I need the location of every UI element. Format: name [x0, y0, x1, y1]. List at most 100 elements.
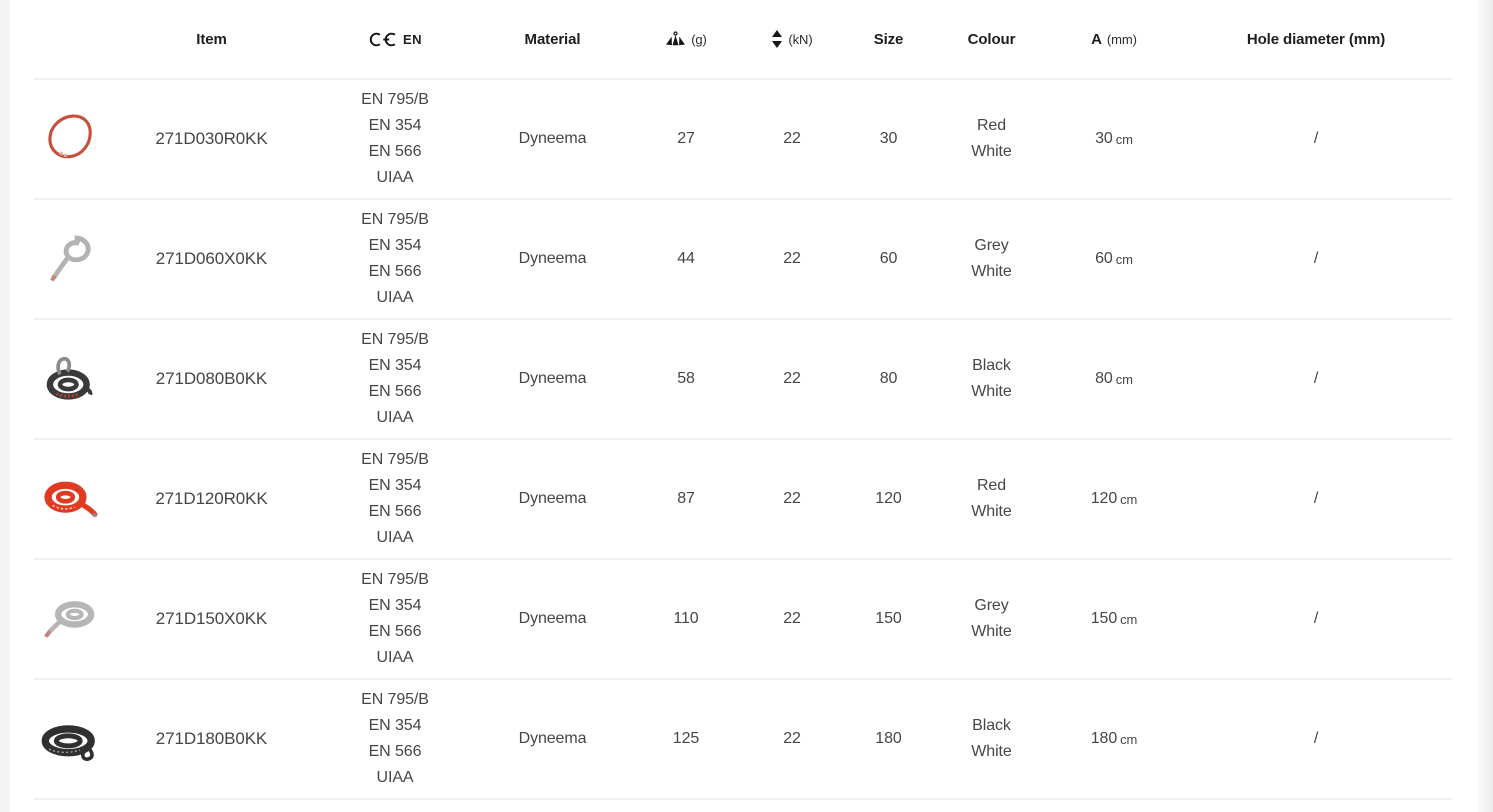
- weight-value: 58: [677, 370, 695, 387]
- hole-diameter-value: /: [1313, 610, 1319, 627]
- size-value: 120: [875, 490, 902, 507]
- ce-en-label: EN: [402, 31, 423, 47]
- certification-line: EN 354: [368, 477, 422, 494]
- hole-diameter-value: /: [1313, 730, 1319, 747]
- a-dimension-value: 150 cm: [1090, 610, 1138, 627]
- certification-line: EN 566: [368, 503, 422, 520]
- certification-line: EN 566: [368, 743, 422, 760]
- ce-mark-icon: [368, 32, 398, 47]
- weight-value: 27: [677, 130, 695, 147]
- weight-unit-label: (g): [691, 31, 707, 47]
- certification-line: EN 795/B: [361, 211, 429, 228]
- strength-unit-label: (kN): [788, 31, 813, 47]
- certification-line: EN 566: [368, 623, 422, 640]
- colour-line: Red: [976, 117, 1007, 134]
- certification-line: EN 795/B: [361, 91, 429, 108]
- a-dimension-value: 30 cm: [1095, 130, 1133, 147]
- left-page-edge: [0, 0, 10, 812]
- a-dimension-value: 180 cm: [1090, 730, 1138, 747]
- certification-line: EN 795/B: [361, 451, 429, 468]
- certifications: EN 795/B EN 354 EN 566 UIAA: [315, 200, 475, 318]
- item-code: 271D120R0KK: [155, 489, 268, 508]
- material-value: Dyneema: [518, 610, 587, 627]
- colour-line: Grey: [974, 597, 1009, 614]
- certification-line: EN 566: [368, 263, 422, 280]
- strength-value: 22: [783, 250, 801, 267]
- colour-value: Grey White: [935, 560, 1048, 678]
- product-image: [38, 346, 104, 412]
- material-value: Dyneema: [518, 370, 587, 387]
- colour-line: White: [971, 383, 1012, 400]
- certification-line: EN 566: [368, 383, 422, 400]
- strength-value: 22: [783, 370, 801, 387]
- item-code: 271D030R0KK: [155, 129, 268, 148]
- table-row: 271D150X0KK EN 795/B EN 354 EN 566 UIAA …: [33, 560, 1452, 680]
- certification-line: UIAA: [376, 529, 414, 546]
- hole-diameter-value: /: [1313, 490, 1319, 507]
- col-header-image: [33, 0, 108, 78]
- strength-value: 22: [783, 490, 801, 507]
- product-image: [38, 466, 104, 532]
- material-value: Dyneema: [518, 130, 587, 147]
- colour-line: Black: [972, 717, 1011, 734]
- table-header-row: Item EN Material: [33, 0, 1452, 80]
- hole-diameter-value: /: [1313, 250, 1319, 267]
- col-header-item: Item: [196, 30, 227, 48]
- a-dimension-value: 80 cm: [1095, 370, 1133, 387]
- table-row: 271D060X0KK EN 795/B EN 354 EN 566 UIAA …: [33, 200, 1452, 320]
- item-code: 271D180B0KK: [155, 729, 268, 748]
- weight-value: 110: [673, 610, 699, 627]
- strength-kn-icon: [771, 30, 783, 48]
- size-value: 180: [875, 730, 902, 747]
- col-header-a-mm: A (mm): [1048, 0, 1180, 78]
- certifications: EN 795/B EN 354 EN 566 UIAA: [315, 560, 475, 678]
- colour-line: White: [971, 503, 1012, 520]
- material-value: Dyneema: [518, 490, 587, 507]
- colour-line: White: [971, 743, 1012, 760]
- weight-value: 125: [672, 730, 700, 747]
- certification-line: EN 795/B: [361, 691, 429, 708]
- col-header-size: Size: [873, 30, 904, 48]
- col-header-strength: (kN): [742, 0, 842, 78]
- colour-value: Black White: [935, 680, 1048, 798]
- colour-line: Red: [976, 477, 1007, 494]
- weight-value: 87: [677, 490, 695, 507]
- certification-line: EN 354: [368, 117, 422, 134]
- a-dimension-value: 60 cm: [1095, 250, 1133, 267]
- certification-line: EN 795/B: [361, 571, 429, 588]
- certification-line: EN 566: [368, 143, 422, 160]
- material-value: Dyneema: [518, 250, 587, 267]
- strength-value: 22: [783, 610, 801, 627]
- col-header-colour: Colour: [967, 30, 1016, 48]
- product-image: [38, 586, 104, 652]
- weight-value: 44: [677, 250, 695, 267]
- certification-line: UIAA: [376, 769, 414, 786]
- hole-diameter-value: /: [1313, 130, 1319, 147]
- certification-line: EN 354: [368, 357, 422, 374]
- a-unit-label: (mm): [1106, 31, 1137, 47]
- a-label: A: [1091, 30, 1102, 48]
- product-spec-table: Item EN Material: [33, 0, 1452, 800]
- table-row: 271D080B0KK EN 795/B EN 354 EN 566 UIAA …: [33, 320, 1452, 440]
- product-image: [38, 706, 104, 772]
- col-header-hole-diameter: Hole diameter (mm): [1246, 30, 1386, 48]
- certification-line: EN 795/B: [361, 331, 429, 348]
- colour-value: Black White: [935, 320, 1048, 438]
- colour-value: Grey White: [935, 200, 1048, 318]
- colour-line: White: [971, 263, 1012, 280]
- table-row: 271D030R0KK EN 795/B EN 354 EN 566 UIAA …: [33, 80, 1452, 200]
- colour-line: White: [971, 143, 1012, 160]
- certification-line: UIAA: [376, 169, 414, 186]
- right-page-edge: [1477, 0, 1493, 812]
- certifications: EN 795/B EN 354 EN 566 UIAA: [315, 80, 475, 198]
- colour-value: Red White: [935, 440, 1048, 558]
- strength-value: 22: [783, 730, 801, 747]
- certification-line: EN 354: [368, 597, 422, 614]
- col-header-ce-en: EN: [315, 0, 475, 78]
- certification-line: UIAA: [376, 409, 414, 426]
- table-row: 271D180B0KK EN 795/B EN 354 EN 566 UIAA …: [33, 680, 1452, 800]
- col-header-weight: (g): [630, 0, 742, 78]
- strength-value: 22: [783, 130, 801, 147]
- colour-value: Red White: [935, 80, 1048, 198]
